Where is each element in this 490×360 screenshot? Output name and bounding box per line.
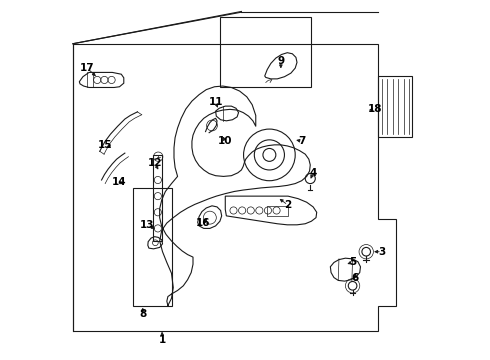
Text: 4: 4	[310, 168, 317, 178]
Bar	[153, 155, 162, 241]
Text: 2: 2	[284, 200, 292, 210]
Text: 18: 18	[368, 104, 382, 114]
Bar	[220, 17, 311, 87]
Text: 1: 1	[159, 334, 166, 345]
Text: 5: 5	[350, 257, 357, 267]
Bar	[267, 206, 288, 216]
Text: 7: 7	[299, 136, 306, 146]
Text: 6: 6	[352, 273, 359, 283]
Text: 11: 11	[208, 97, 223, 107]
Text: 14: 14	[111, 177, 126, 187]
Text: 8: 8	[139, 310, 147, 319]
Text: 12: 12	[147, 158, 162, 168]
Text: 13: 13	[140, 220, 155, 230]
Text: 17: 17	[80, 63, 95, 73]
Text: 3: 3	[378, 247, 386, 257]
Text: 10: 10	[218, 136, 233, 146]
Text: 9: 9	[277, 56, 284, 66]
Text: 16: 16	[196, 218, 211, 228]
Text: 15: 15	[98, 140, 112, 150]
Bar	[133, 188, 172, 306]
Bar	[378, 76, 413, 137]
